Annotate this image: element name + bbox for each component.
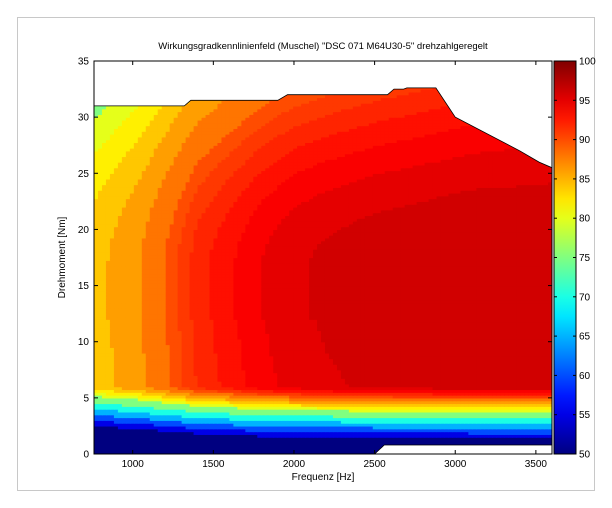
x-tick-label: 1500 [202,459,225,470]
x-tick-label: 1000 [122,459,145,470]
figure-frame: Wirkungsgradkennlinienfeld (Muschel) "DS… [17,17,595,491]
y-tick-label: 35 [78,57,90,68]
colorbar-tick-label: 95 [579,96,591,107]
x-tick-label: 2500 [363,459,386,470]
x-tick-label: 3500 [525,459,548,470]
y-tick-label: 0 [83,450,89,461]
y-tick-label: 15 [78,281,90,292]
colorbar-tick-label: 60 [579,371,591,382]
x-tick-label: 3000 [444,459,467,470]
chart: Wirkungsgradkennlinienfeld (Muschel) "DS… [18,18,596,492]
colorbar-gradient [554,61,576,454]
colorbar-tick-label: 100 [579,57,596,68]
y-tick-label: 30 [78,113,90,124]
y-axis-label: Drehmoment [Nm] [57,216,68,298]
y-tick-label: 20 [78,225,90,236]
x-tick-label: 2000 [283,459,306,470]
y-tick-label: 25 [78,169,90,180]
colorbar-tick-label: 85 [579,174,591,185]
x-axis-label: Frequenz [Hz] [292,472,355,483]
colorbar-tick-label: 55 [579,410,591,421]
colorbar-tick-label: 80 [579,214,591,225]
chart-title: Wirkungsgradkennlinienfeld (Muschel) "DS… [158,41,488,52]
y-tick-label: 5 [83,393,89,404]
y-tick-label: 10 [78,337,90,348]
colorbar-tick-label: 65 [579,332,591,343]
colorbar-tick-label: 75 [579,253,591,264]
colorbar-tick-label: 70 [579,292,591,303]
colorbar-tick-label: 50 [579,450,591,461]
colorbar-tick-label: 90 [579,135,591,146]
plot-area [94,61,553,455]
colorbar: 50 55 60 65 70 75 80 85 90 95 100 [554,57,596,461]
